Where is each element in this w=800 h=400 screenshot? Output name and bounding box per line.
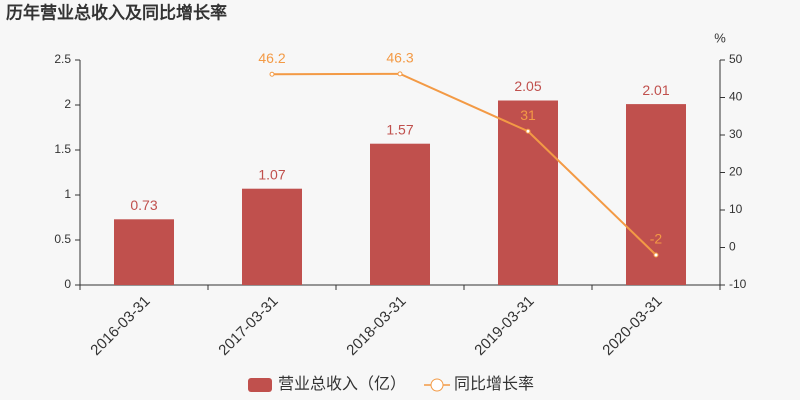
y-tick-label: 2.5: [54, 52, 71, 66]
y-tick-label: 0.5: [54, 232, 71, 246]
line-value-label: -2: [650, 231, 663, 247]
y2-tick-label: 50: [729, 52, 743, 66]
line-value-label: 46.3: [386, 50, 413, 66]
bar-value-label: 2.01: [642, 82, 669, 98]
y2-tick-label: 40: [729, 90, 743, 104]
line: [271, 72, 657, 256]
line-point: [525, 128, 531, 134]
legend-swatch-marker: [430, 378, 444, 392]
line-point: [397, 71, 403, 77]
bar: [370, 143, 430, 285]
chart-title: 历年营业总收入及同比增长率: [6, 2, 227, 22]
line-value-label: 31: [520, 107, 536, 123]
y2-axis-label: %: [714, 30, 726, 45]
line-point: [653, 252, 659, 258]
y2-tick-label: 20: [729, 165, 743, 179]
line-point: [269, 71, 275, 77]
y2-tick-label: 0: [729, 240, 736, 254]
y-tick-label: 1: [64, 187, 71, 201]
bar-value-label: 1.07: [258, 166, 285, 182]
legend-label: 同比增长率: [454, 375, 534, 393]
y-tick-label: 0: [64, 277, 71, 291]
y2-tick-label: 30: [729, 127, 743, 141]
bar-value-label: 1.57: [386, 121, 413, 137]
legend-swatch: [248, 378, 272, 392]
bar-value-label: 2.05: [514, 78, 541, 94]
bar-value-label: 0.73: [130, 197, 157, 213]
bar: [242, 188, 302, 285]
y2-tick-label: 10: [729, 202, 743, 216]
bar: [114, 219, 174, 285]
y-tick-label: 1.5: [54, 142, 71, 156]
y2-tick-label: -10: [729, 277, 747, 291]
bar: [498, 100, 558, 285]
y-tick-label: 2: [64, 97, 71, 111]
legend-label: 营业总收入（亿）: [278, 375, 406, 393]
line-value-label: 46.2: [258, 50, 285, 66]
bar: [626, 104, 686, 285]
